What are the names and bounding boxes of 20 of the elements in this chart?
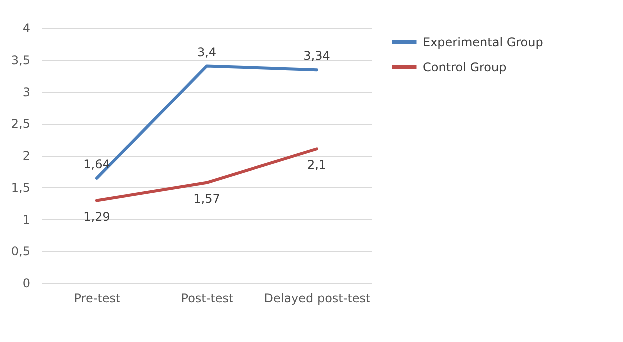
data-label: 3,4 — [197, 45, 217, 60]
y-tick-label: 4 — [22, 22, 30, 36]
y-tick-label: 0 — [22, 276, 30, 290]
legend-label: Control Group — [423, 60, 507, 74]
data-label: 1,57 — [194, 192, 220, 206]
data-label: 2,1 — [307, 158, 327, 172]
y-tick-label: 3,5 — [11, 53, 30, 68]
y-tick-label: 0,5 — [11, 244, 30, 259]
x-tick-label: Post-test — [181, 292, 234, 306]
data-label: 3,34 — [304, 49, 330, 64]
legend-label: Experimental Group — [423, 36, 544, 50]
x-tick-label: Delayed post-test — [264, 292, 372, 306]
y-tick-label: 1,5 — [11, 180, 30, 195]
y-tick-label: 3 — [22, 85, 30, 100]
data-label: 1,29 — [84, 210, 110, 224]
data-label: 1,64 — [84, 157, 110, 172]
y-tick-label: 1 — [22, 212, 30, 227]
y-tick-label: 2 — [22, 149, 30, 163]
x-tick-label: Pre-test — [74, 292, 122, 306]
y-tick-label: 2,5 — [11, 117, 30, 132]
